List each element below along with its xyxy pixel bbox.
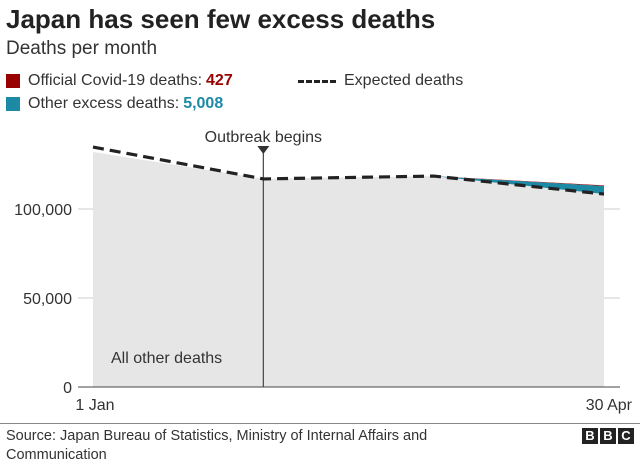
legend-swatch-other: [6, 97, 20, 111]
y-tick-label: 100,000: [14, 202, 72, 219]
chart-subtitle: Deaths per month: [6, 38, 158, 59]
area-official-covid-deaths: [93, 152, 604, 187]
x-tick-label: 30 Apr: [586, 397, 633, 414]
footer-divider: [0, 423, 640, 424]
logo-letter: C: [618, 428, 634, 444]
legend-expected-label: Expected deaths: [344, 72, 464, 89]
legend-expected: Expected deaths: [298, 72, 463, 90]
legend-official: Official Covid-19 deaths: 427: [6, 72, 233, 90]
chart-svg: 0 50,000 100,000 Outbreak begins All other d…: [14, 129, 633, 414]
y-tick-label: 0: [63, 380, 72, 397]
legend-other: Other excess deaths: 5,008: [6, 95, 223, 113]
logo-letter: B: [600, 428, 616, 444]
legend-other-value: 5,008: [183, 95, 224, 112]
expected-deaths-line: [92, 145, 605, 196]
outbreak-label: Outbreak begins: [205, 129, 322, 146]
source-note: Source: Japan Bureau of Statistics, Mini…: [6, 428, 428, 463]
logo-letter: B: [582, 428, 598, 444]
legend-dash-expected: [298, 79, 336, 83]
legend-official-value: 427: [206, 72, 233, 89]
area-all-other-deaths: [93, 152, 604, 387]
area-label: All other deaths: [111, 350, 222, 367]
legend-official-label: Official Covid-19 deaths:: [28, 72, 203, 89]
chart-title: Japan has seen few excess deaths: [6, 4, 436, 34]
x-tick-label: 1 Jan: [75, 397, 114, 414]
bbc-logo: B B C: [582, 428, 634, 444]
y-tick-label: 50,000: [23, 291, 72, 308]
outbreak-marker-triangle: [257, 146, 270, 154]
legend-swatch-official: [6, 74, 20, 88]
legend-other-label: Other excess deaths:: [28, 95, 180, 112]
